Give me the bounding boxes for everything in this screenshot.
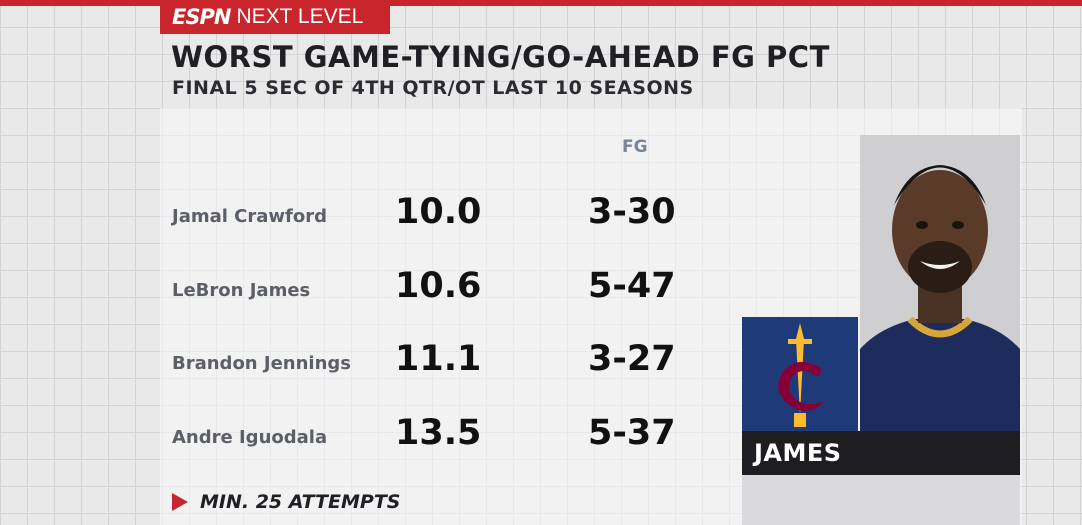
- banner-base: [742, 475, 1020, 525]
- brand-stripe: [0, 0, 1082, 6]
- next-level-wordmark: NEXT LEVEL: [236, 5, 364, 28]
- player-portrait-icon: [860, 135, 1020, 433]
- espn-wordmark: ESPN: [172, 5, 231, 29]
- fg-percentage: 13.5: [395, 413, 482, 453]
- cavaliers-sword-logo-icon: [778, 323, 824, 427]
- player-headshot: [860, 135, 1020, 433]
- footnote-text: MIN. 25 ATTEMPTS: [200, 491, 401, 513]
- graphic-title: WORST GAME-TYING/GO-AHEAD FG PCT: [171, 40, 830, 74]
- fg-percentage: 10.0: [395, 192, 482, 232]
- fg-made-attempted: 3-30: [588, 192, 676, 232]
- player-name: Brandon Jennings: [172, 353, 352, 374]
- fg-column-header: FG: [622, 137, 648, 157]
- fg-percentage: 11.1: [395, 339, 482, 379]
- fg-percentage: 10.6: [395, 266, 482, 306]
- fg-made-attempted: 3-27: [588, 339, 676, 379]
- player-name-banner: JAMES: [742, 431, 1020, 475]
- player-name: LeBron James: [172, 280, 311, 301]
- table-row: Jamal Crawford 10.0 3-30: [0, 192, 740, 252]
- table-row: Brandon Jennings 11.1 3-27: [0, 339, 740, 399]
- graphic-subtitle: FINAL 5 SEC OF 4TH QTR/OT LAST 10 SEASON…: [172, 77, 694, 99]
- player-name: Andre Iguodala: [172, 427, 328, 448]
- cavaliers-logo: [742, 317, 858, 431]
- fg-made-attempted: 5-37: [588, 413, 676, 453]
- espn-next-level-logo: ESPN NEXT LEVEL: [160, 0, 390, 34]
- player-name: Jamal Crawford: [172, 206, 328, 227]
- table-row: LeBron James 10.6 5-47: [0, 266, 740, 326]
- fg-made-attempted: 5-47: [588, 266, 676, 306]
- table-row: Andre Iguodala 13.5 5-37: [0, 413, 740, 473]
- play-triangle-icon: [172, 493, 188, 511]
- footnote: MIN. 25 ATTEMPTS: [172, 491, 400, 513]
